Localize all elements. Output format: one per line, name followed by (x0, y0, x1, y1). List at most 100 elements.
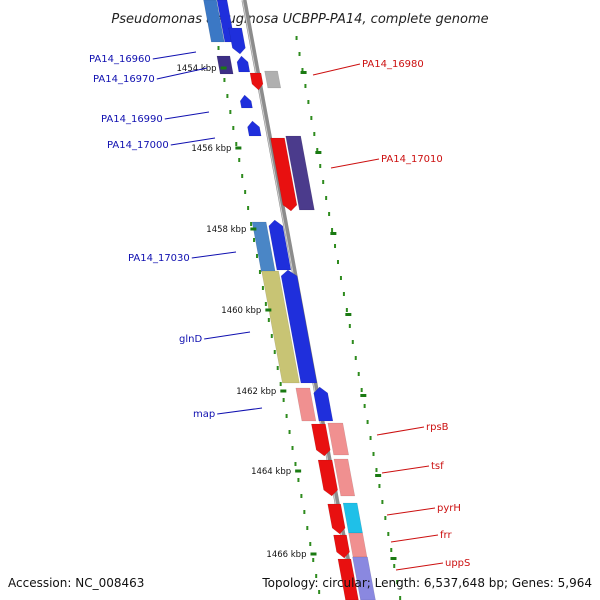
track-dot-left (255, 254, 258, 258)
track-dot-right (381, 500, 384, 504)
gene-leader-left (204, 331, 251, 340)
track-dot-left (244, 190, 247, 194)
gene-leader-right (381, 465, 430, 474)
scale-label: 1460 kbp (221, 306, 261, 316)
scale-label: 1466 kbp (266, 550, 306, 560)
scale-tick-right (375, 474, 382, 477)
gene-label-left: PA14_16970 (93, 74, 155, 85)
track-dot-left (309, 542, 312, 546)
gene-block-pa14-16980-a (249, 72, 264, 91)
track-dot-left (241, 174, 244, 178)
gene-block-map-a (295, 387, 317, 422)
track-dot-left (264, 302, 267, 306)
gene-block-frr (348, 532, 368, 558)
track-dot-left (315, 574, 318, 578)
track-dot-right (357, 372, 360, 376)
gene-block-pa14-17030 (268, 219, 292, 271)
track-dot-right (298, 52, 301, 56)
scale-tick-right (345, 313, 352, 316)
track-dot-left (288, 430, 291, 434)
track-dot-left (226, 94, 229, 98)
track-dot-right (334, 244, 337, 248)
scale-ticks (214, 30, 402, 600)
scale-tick-right (300, 71, 307, 74)
track-dot-left (312, 558, 315, 562)
accession-text: Accession: NC_008463 (8, 576, 144, 590)
gene-label-right: PA14_17010 (381, 154, 443, 165)
track-dot-left (232, 126, 235, 130)
track-dot-right (360, 388, 363, 392)
track-dot-left (282, 398, 285, 402)
gene-leader-left (156, 67, 208, 80)
track-dot-right (372, 452, 375, 456)
gene-block-pyrh-a (327, 503, 346, 535)
track-dot-left (238, 158, 241, 162)
track-dot-right (363, 404, 366, 408)
scale-tick-right (360, 394, 367, 397)
track-dot-right (295, 36, 298, 40)
gene-leader-right (395, 562, 444, 571)
gene-label-left: PA14_16990 (101, 114, 163, 125)
track-dot-right (387, 532, 390, 536)
track-dot-right (328, 212, 331, 216)
track-dot-right (342, 292, 345, 296)
track-dot-left (294, 462, 297, 466)
track-dot-right (390, 548, 393, 552)
gene-leader-right (330, 158, 380, 169)
track-dot-left (258, 270, 261, 274)
gene-leader-right (386, 507, 436, 516)
track-dot-left (291, 446, 294, 450)
track-dot-right (348, 324, 351, 328)
track-dot-left (261, 286, 264, 290)
track-dot-right (336, 260, 339, 264)
gene-leader-left (164, 111, 210, 120)
track-dot-right (345, 308, 348, 312)
gene-label-right: tsf (431, 461, 444, 472)
track-dot-right (316, 148, 319, 152)
track-dot-right (325, 196, 328, 200)
track-dot-left (318, 590, 321, 594)
track-dot-right (378, 484, 381, 488)
gene-block-frr-a (333, 534, 350, 559)
gene-label-right: frr (440, 530, 452, 541)
track-dot-right (384, 516, 387, 520)
gene-label-left: PA14_16960 (89, 54, 151, 65)
scale-tick (250, 227, 257, 231)
gene-label-right: uppS (445, 558, 470, 569)
track-dot-right (354, 356, 357, 360)
track-dot-right (399, 596, 402, 600)
track-dot-right (375, 468, 378, 472)
track-dot-right (319, 164, 322, 168)
scale-tick (295, 469, 302, 473)
gene-leader-right (312, 63, 361, 76)
scale-label: 1458 kbp (206, 225, 246, 235)
track-dot-right (304, 84, 307, 88)
track-dot-right (322, 180, 325, 184)
track-dot-right (369, 436, 372, 440)
gene-block-upps-a (337, 558, 359, 600)
track-dot-right (301, 68, 304, 72)
scale-labels: 1454 kbp 1456 kbp 1458 kbp 1460 kbp 1462 kbp… (177, 64, 397, 560)
gene-leader-right (390, 534, 439, 543)
track-dot-left (217, 46, 220, 50)
gene-label-left: glnD (179, 334, 202, 345)
gene-block-tsf (333, 458, 356, 497)
scale-label: 1464 kbp (251, 467, 291, 477)
track-dot-right (393, 564, 396, 568)
gene-block-glnd (280, 269, 318, 384)
scale-label: 1462 kbp (236, 387, 276, 397)
gene-block-tsf-a (317, 459, 338, 497)
track-dot-left (250, 222, 253, 226)
track-dot-right (313, 132, 316, 136)
gene-label-left: map (193, 409, 215, 420)
track-dot-left (247, 206, 250, 210)
scale-tick (310, 552, 317, 556)
track-dot-right (339, 276, 342, 280)
track-dot-right (331, 228, 334, 232)
track-dot-left (267, 318, 270, 322)
track-dot-left (253, 238, 256, 242)
gene-block-rpsb-a (311, 423, 331, 457)
track-dot-left (223, 78, 226, 82)
track-dot-left (303, 510, 306, 514)
gene-block-rpsb (327, 422, 350, 456)
